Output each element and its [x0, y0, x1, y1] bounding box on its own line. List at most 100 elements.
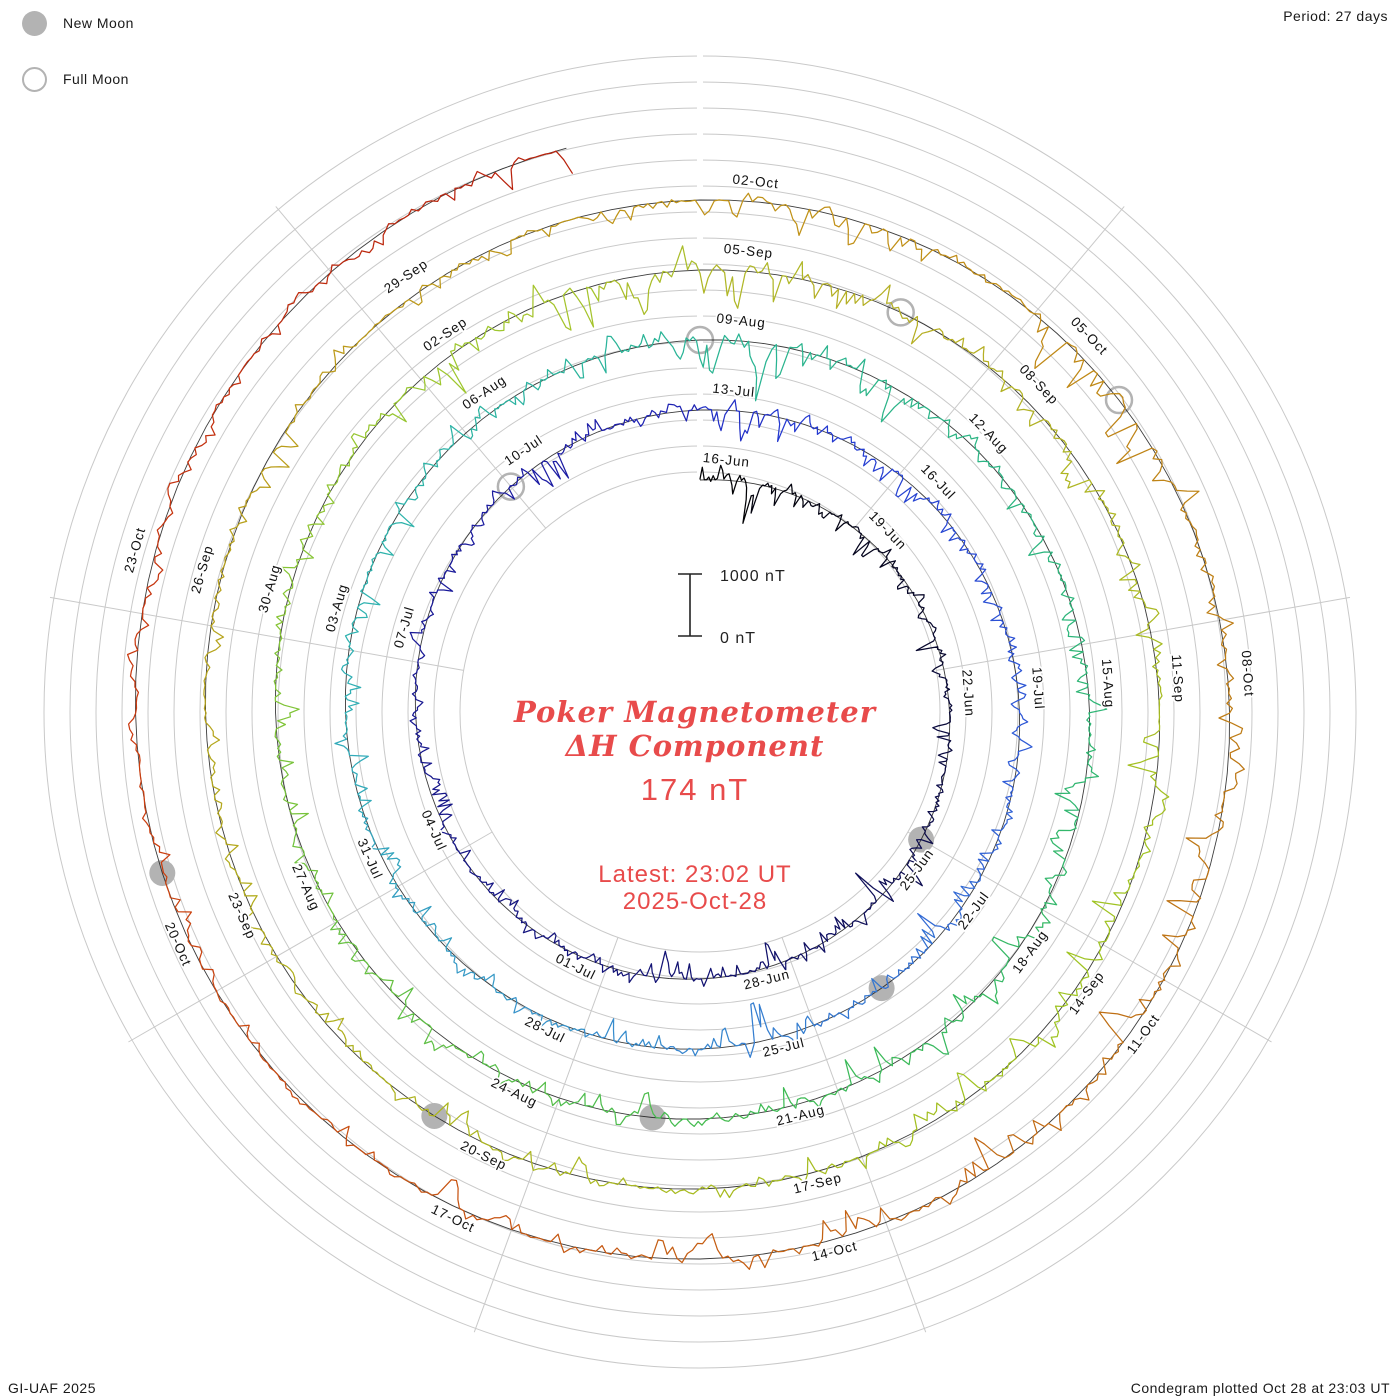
trace-segment: [1040, 823, 1077, 910]
full-moon-marker: [496, 472, 526, 501]
trace-segment: [135, 744, 171, 874]
date-label: 05-Sep: [723, 241, 774, 261]
trace-segment: [991, 908, 1051, 993]
grid-spoke: [275, 206, 547, 529]
trace-segment: [276, 955, 347, 1047]
trace-segment: [370, 498, 416, 572]
date-label: 29-Sep: [381, 256, 430, 296]
trace-segment: [291, 1095, 395, 1178]
trace-segment: [238, 411, 299, 515]
date-label: 25-Jul: [761, 1035, 806, 1060]
trace-segment: [1069, 644, 1108, 736]
trace-segment: [892, 567, 925, 619]
trace-segment: [1008, 656, 1029, 732]
grid-spoke: [128, 831, 493, 1043]
trace-segment: [330, 195, 442, 273]
trace-segment: [1048, 560, 1086, 647]
date-label: 28-Jul: [523, 1014, 568, 1046]
trace-segment: [224, 852, 278, 957]
trace-segment: [878, 838, 923, 887]
trace-segment: [203, 625, 225, 741]
trace-segment: [537, 335, 612, 391]
trace-segment: [730, 942, 791, 978]
trace-segment: [802, 500, 857, 532]
trace-segment: [1092, 979, 1166, 1084]
trace-segment: [391, 887, 453, 952]
date-label: 03-Aug: [323, 582, 351, 634]
trace-segment: [699, 192, 820, 237]
trace-segment: [1185, 742, 1245, 864]
trace-segment: [142, 482, 174, 615]
trace-segment: [943, 419, 1004, 489]
date-label: 23-Sep: [225, 890, 259, 941]
trace-segment: [931, 670, 953, 727]
trace-segment: [1127, 737, 1170, 847]
trace-segment: [1054, 734, 1100, 825]
trace-segment: [983, 1081, 1094, 1159]
baseline-spiral: [135, 147, 1230, 1260]
trace-segment: [415, 727, 441, 791]
grid-spoke: [936, 596, 1351, 671]
date-label: 13-Jul: [712, 381, 756, 400]
trace-segment: [1135, 634, 1163, 739]
trace-segment: [988, 367, 1065, 442]
date-label: 02-Sep: [420, 314, 469, 354]
date-label: 09-Aug: [716, 311, 767, 331]
trace-segment: [920, 783, 944, 845]
grid-spoke: [907, 831, 1272, 1043]
trace-segment: [292, 832, 339, 922]
full-moon-marker: [886, 298, 915, 327]
new-moon-label: New Moon: [63, 15, 134, 31]
trace-segment: [414, 424, 472, 501]
trace-segment: [921, 991, 999, 1055]
trace-segment: [210, 513, 248, 627]
trace-segment: [470, 381, 539, 440]
scale-top-label: 1000 nT: [720, 568, 786, 585]
trace-segment: [458, 849, 506, 903]
trace-segment: [1161, 862, 1210, 981]
trace-segment: [879, 1137, 990, 1221]
trace-segment: [273, 637, 300, 738]
trace-segment: [915, 617, 947, 672]
trace-segment: [511, 1223, 637, 1260]
trace-segment: [553, 932, 607, 973]
trace-segment: [940, 526, 989, 589]
trace-segment: [274, 736, 309, 834]
trace-segment: [652, 1111, 748, 1128]
trace-segment: [764, 1207, 882, 1269]
trace-segment: [428, 543, 475, 598]
period-label: Period: 27 days: [1283, 8, 1388, 24]
trace-segment: [330, 920, 400, 998]
trace-segment: [558, 1091, 654, 1126]
trace-segment: [769, 408, 839, 443]
trace-segment: [440, 150, 573, 201]
trace-segment: [605, 950, 671, 984]
trace-segment: [498, 897, 556, 940]
trace-segment: [865, 1100, 958, 1169]
trace-segment: [818, 206, 933, 262]
trace-segment: [583, 1018, 662, 1049]
trace-segment: [409, 661, 424, 730]
trace-segment: [917, 873, 982, 933]
date-label: 20-Oct: [162, 920, 195, 969]
trace-segment: [801, 273, 901, 314]
trace-segment: [629, 403, 701, 427]
trace-segment: [1180, 502, 1225, 621]
trace-segment: [837, 1046, 924, 1092]
trace-segment: [1104, 396, 1200, 504]
trace-segment: [699, 261, 804, 309]
trace-segment: [895, 474, 952, 534]
trace-segment: [837, 436, 900, 482]
trace-segment: [126, 613, 150, 746]
trace-segment: [859, 379, 945, 423]
date-label: 02-Oct: [732, 172, 780, 192]
trace-segment: [206, 739, 239, 854]
latest-value: 174 nT: [641, 772, 750, 807]
grid-spoke: [473, 937, 619, 1333]
trace-segment: [471, 216, 584, 262]
trace-segment: [393, 1176, 513, 1231]
trace-segment: [397, 987, 474, 1059]
trace-segment: [565, 416, 631, 449]
